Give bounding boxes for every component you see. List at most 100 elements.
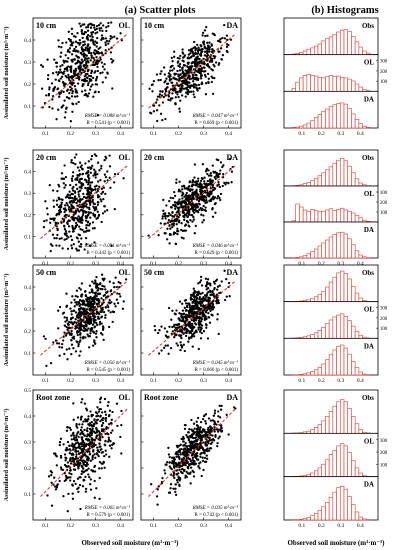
data-point xyxy=(168,491,172,494)
data-point xyxy=(64,204,67,207)
data-point xyxy=(73,85,77,88)
data-point xyxy=(184,223,188,226)
data-point xyxy=(199,337,203,340)
data-point xyxy=(67,492,70,496)
data-point xyxy=(115,298,119,301)
data-point xyxy=(194,73,197,77)
data-point xyxy=(89,332,92,335)
data-point xyxy=(215,172,218,175)
data-point xyxy=(55,464,58,467)
data-point xyxy=(197,326,200,329)
data-point xyxy=(58,244,61,247)
data-point xyxy=(93,295,96,298)
data-point xyxy=(86,438,90,441)
data-point xyxy=(62,495,65,498)
histogram-20-cm-obs: Obs xyxy=(283,149,379,187)
hist-label: DA xyxy=(364,226,374,234)
data-point xyxy=(230,170,234,173)
data-point xyxy=(200,186,203,189)
data-point xyxy=(56,189,59,193)
data-point xyxy=(87,57,90,60)
histogram-bar xyxy=(347,108,352,129)
data-point xyxy=(65,41,68,44)
histogram-bar xyxy=(325,416,330,434)
data-point xyxy=(101,333,104,336)
data-point xyxy=(228,157,232,161)
data-point xyxy=(71,497,75,500)
data-point xyxy=(77,344,80,348)
histogram-bar xyxy=(332,349,337,376)
data-point xyxy=(75,289,79,292)
data-point xyxy=(104,444,107,447)
data-point xyxy=(97,297,100,301)
histogram-bar xyxy=(365,127,371,129)
data-point xyxy=(174,72,178,76)
data-point xyxy=(192,93,195,96)
data-point xyxy=(99,415,102,418)
data-point xyxy=(179,83,182,86)
histogram-section-title: (b) Histograms xyxy=(311,5,378,16)
data-point xyxy=(195,312,198,315)
data-point xyxy=(70,59,73,62)
data-point xyxy=(60,237,63,240)
data-point xyxy=(87,194,91,198)
data-point xyxy=(72,322,75,325)
data-point xyxy=(92,445,96,448)
histogram-bar xyxy=(313,75,319,92)
model-label: OL xyxy=(118,268,130,277)
data-point xyxy=(86,458,89,462)
fit-line xyxy=(40,407,129,497)
data-point xyxy=(194,83,197,86)
data-point xyxy=(90,181,94,184)
y-tick-label: 0.4 xyxy=(24,170,31,176)
data-point xyxy=(203,54,206,57)
data-point xyxy=(79,67,82,71)
histogram-bar xyxy=(328,319,334,339)
data-point xyxy=(81,36,84,40)
model-label: DA xyxy=(226,268,238,277)
data-point xyxy=(197,177,200,180)
data-point xyxy=(183,205,187,208)
data-point xyxy=(177,453,180,456)
data-point xyxy=(68,205,71,209)
data-point xyxy=(192,470,195,474)
y-tick-label: 0.3 xyxy=(24,307,31,313)
data-point xyxy=(94,342,97,345)
data-point xyxy=(179,451,182,454)
data-point xyxy=(105,39,109,43)
data-point xyxy=(101,421,105,425)
histogram-bar xyxy=(310,251,315,259)
data-point xyxy=(173,201,177,204)
data-point xyxy=(87,61,90,64)
data-point xyxy=(210,179,213,182)
data-point xyxy=(84,200,87,203)
data-point xyxy=(175,205,178,208)
data-point xyxy=(192,315,195,318)
data-point xyxy=(92,212,95,215)
data-point xyxy=(46,77,50,81)
data-point xyxy=(94,411,98,414)
data-point xyxy=(76,416,80,419)
hist-x-tick-label: 0.3 xyxy=(337,378,344,384)
data-point xyxy=(79,198,83,201)
data-point xyxy=(184,95,187,98)
data-point xyxy=(213,286,216,290)
histogram-bar xyxy=(336,31,341,55)
data-point xyxy=(104,419,108,423)
data-point xyxy=(98,317,101,320)
data-point xyxy=(72,402,75,405)
data-point xyxy=(206,41,209,44)
data-point xyxy=(78,299,82,302)
data-point xyxy=(187,438,191,442)
data-point xyxy=(182,343,185,346)
data-point xyxy=(205,25,208,29)
data-point xyxy=(207,169,210,172)
histogram-bar xyxy=(310,209,315,223)
data-point xyxy=(70,434,73,437)
data-point xyxy=(199,77,203,80)
data-point xyxy=(110,61,114,64)
data-point xyxy=(194,307,198,310)
data-point xyxy=(54,78,57,81)
data-point xyxy=(190,318,193,322)
x-tick-label: 0.2 xyxy=(175,523,182,529)
